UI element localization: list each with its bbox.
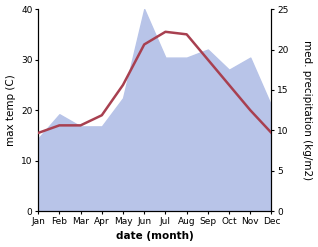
X-axis label: date (month): date (month) [116, 231, 194, 242]
Y-axis label: max temp (C): max temp (C) [5, 74, 16, 146]
Y-axis label: med. precipitation (kg/m2): med. precipitation (kg/m2) [302, 40, 313, 180]
